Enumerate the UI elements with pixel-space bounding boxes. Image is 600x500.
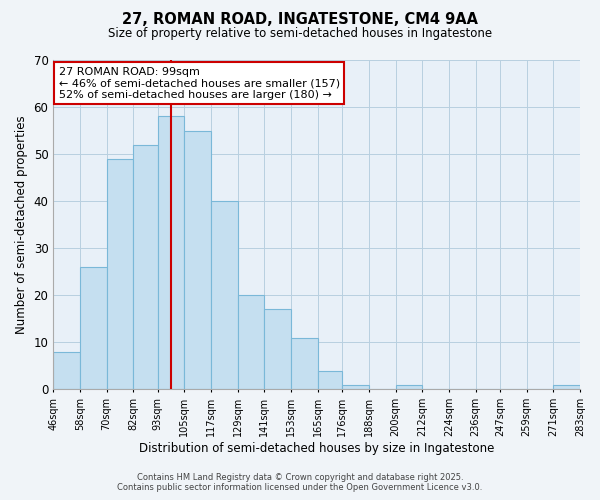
Bar (107, 159, 133, 390)
Y-axis label: Number of semi-detached properties: Number of semi-detached properties (15, 116, 28, 334)
Bar (211, 201, 238, 390)
Bar (395, 384, 422, 390)
Bar (133, 144, 158, 390)
Text: 27 ROMAN ROAD: 99sqm
← 46% of semi-detached houses are smaller (157)
52% of semi: 27 ROMAN ROAD: 99sqm ← 46% of semi-detac… (59, 66, 340, 100)
Bar (291, 338, 318, 390)
Text: Contains HM Land Registry data © Crown copyright and database right 2025.
Contai: Contains HM Land Registry data © Crown c… (118, 473, 482, 492)
X-axis label: Distribution of semi-detached houses by size in Ingatestone: Distribution of semi-detached houses by … (139, 442, 494, 455)
Bar (184, 130, 211, 390)
Bar (342, 384, 369, 390)
Bar (80, 267, 107, 390)
Bar (265, 310, 291, 390)
Bar (53, 352, 80, 390)
Bar (158, 116, 184, 390)
Bar (238, 296, 265, 390)
Text: Size of property relative to semi-detached houses in Ingatestone: Size of property relative to semi-detach… (108, 28, 492, 40)
Bar (318, 370, 342, 390)
Text: 27, ROMAN ROAD, INGATESTONE, CM4 9AA: 27, ROMAN ROAD, INGATESTONE, CM4 9AA (122, 12, 478, 28)
Bar (553, 384, 580, 390)
